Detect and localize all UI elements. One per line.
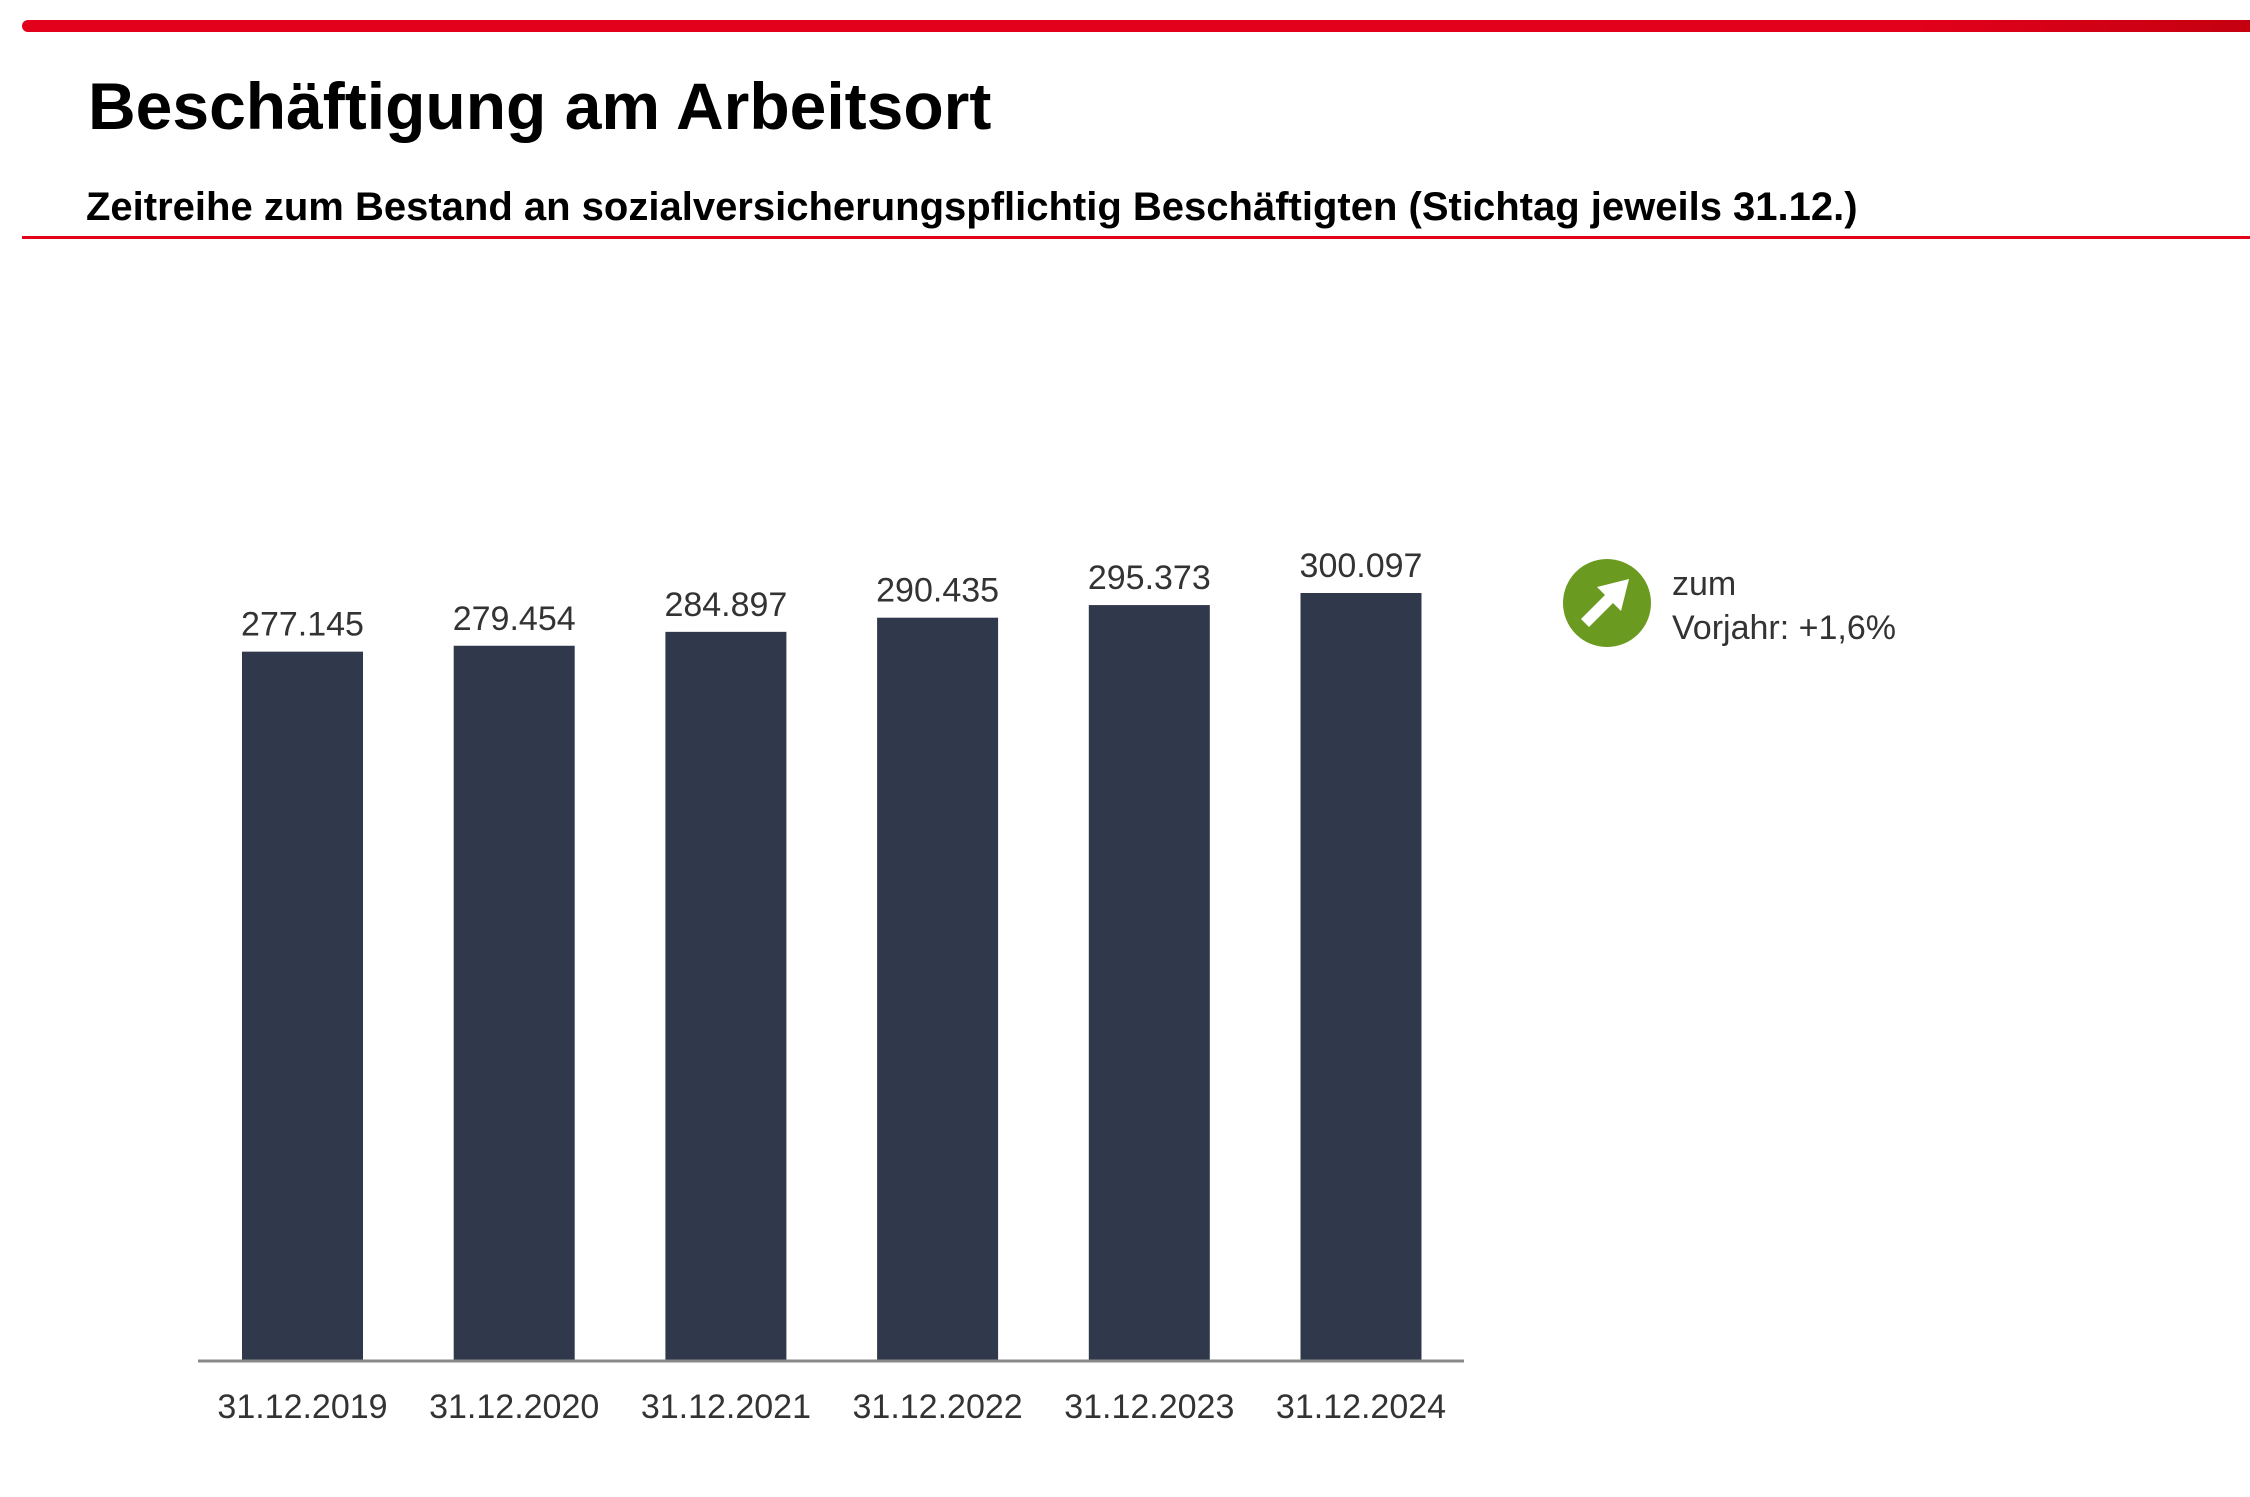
x-tick-label: 31.12.2022 — [853, 1388, 1023, 1426]
value-label: 284.897 — [664, 586, 787, 624]
trend-note-line1: zum — [1672, 565, 1737, 603]
x-tick-label: 31.12.2023 — [1064, 1388, 1234, 1426]
value-label: 300.097 — [1300, 547, 1423, 585]
trend-arrow-up-right-icon — [1563, 559, 1651, 647]
x-tick-label: 31.12.2021 — [641, 1388, 811, 1426]
bar-31.12.2023 — [1088, 605, 1210, 1360]
page-title: Beschäftigung am Arbeitsort — [88, 69, 992, 143]
header-divider — [22, 236, 2250, 239]
value-label: 290.435 — [876, 572, 999, 610]
value-label: 277.145 — [241, 606, 364, 644]
bar-31.12.2020 — [453, 645, 575, 1360]
bar-31.12.2024 — [1300, 593, 1422, 1360]
value-label: 295.373 — [1088, 559, 1211, 597]
bar-31.12.2022 — [877, 617, 999, 1360]
bar-31.12.2021 — [665, 631, 787, 1360]
trend-note-line2: Vorjahr: +1,6% — [1672, 609, 1896, 647]
bar-31.12.2019 — [242, 651, 363, 1360]
top-accent-bar — [22, 20, 2250, 32]
x-tick-label: 31.12.2024 — [1276, 1388, 1446, 1426]
trend-note: zum Vorjahr: +1,6% — [1672, 562, 1896, 650]
value-label: 279.454 — [453, 600, 576, 638]
chart-subtitle: Zeitreihe zum Bestand an sozialversicher… — [86, 185, 1858, 229]
x-tick-label: 31.12.2019 — [217, 1388, 387, 1426]
x-tick-label: 31.12.2020 — [429, 1388, 599, 1426]
